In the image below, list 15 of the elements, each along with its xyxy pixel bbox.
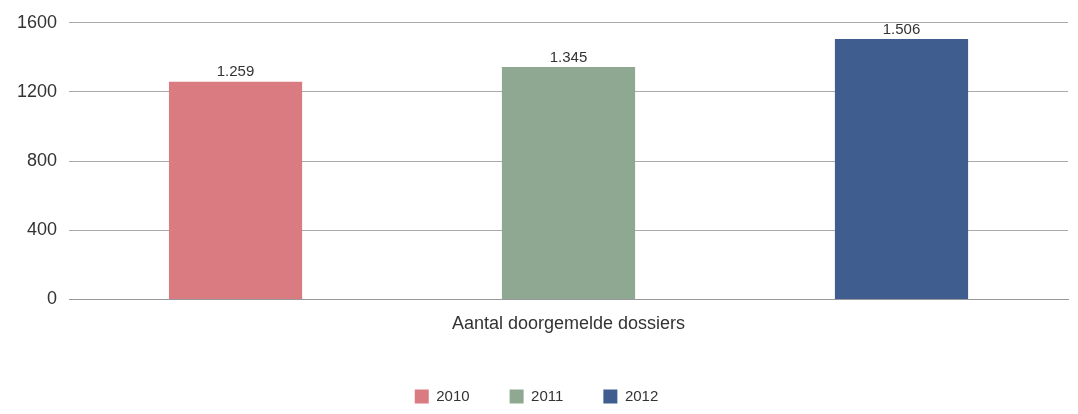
data-label: 1.345 [549,47,588,65]
data-label: 1.259 [216,62,255,80]
y-tick-label: 1200 [17,80,58,101]
bar [501,66,636,299]
y-tick-label: 0 [47,288,58,309]
legend-label: 2010 [436,386,470,404]
bar [834,39,969,299]
y-tick-label: 400 [27,219,58,240]
y-tick-label: 800 [27,150,58,171]
legend-label: 2012 [624,386,659,404]
x-tick-label: Aantal doorgemelde dossiers [451,313,686,334]
legend-label: 2011 [531,386,564,404]
data-label: 1.506 [882,19,921,37]
y-tick-label: 1600 [17,11,58,32]
bar [168,81,303,299]
